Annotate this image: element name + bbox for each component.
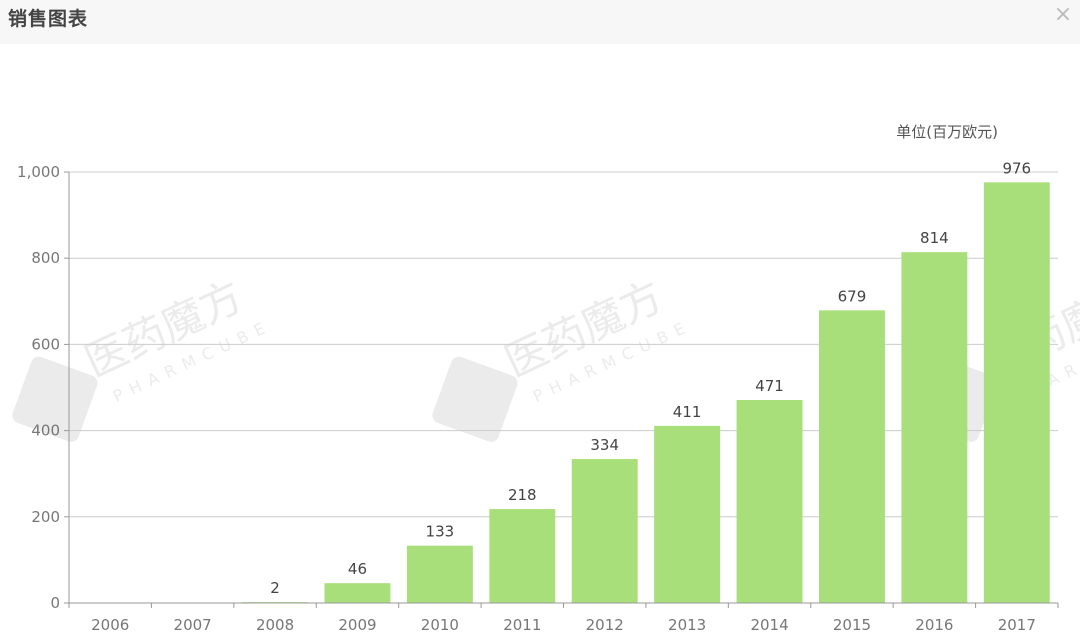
y-axis-ticks: 0 200 400 600 800 1,000 — [17, 163, 69, 612]
chart-window-title: 销售图表 — [8, 8, 89, 30]
bar-2009 — [324, 583, 391, 603]
bar-2014 — [736, 399, 803, 603]
data-label-2017: 976 — [1002, 159, 1031, 177]
bar-2015 — [818, 310, 885, 603]
x-tick-label: 2010 — [421, 616, 459, 634]
x-tick-label: 2006 — [91, 616, 129, 634]
bar-2010 — [406, 545, 473, 603]
bar-2012 — [571, 459, 638, 603]
x-tick-label: 2014 — [750, 616, 788, 634]
data-label-2012: 334 — [590, 436, 619, 454]
bars — [242, 182, 1050, 603]
data-label-2015: 679 — [838, 287, 867, 305]
watermark-cube-icon — [12, 356, 98, 442]
x-tick-label: 2017 — [998, 616, 1036, 634]
x-tick-label: 2016 — [915, 616, 953, 634]
data-label-2011: 218 — [508, 486, 537, 504]
data-label-2010: 133 — [426, 523, 455, 541]
data-label-2013: 411 — [673, 403, 702, 421]
bar-2017 — [983, 182, 1050, 603]
data-label-2016: 814 — [920, 229, 949, 247]
x-tick-label: 2013 — [668, 616, 706, 634]
x-tick-label: 2011 — [503, 616, 541, 634]
x-tick-label: 2009 — [338, 616, 376, 634]
y-tick-label: 200 — [31, 508, 60, 526]
unit-label: 单位(百万欧元) — [896, 123, 998, 141]
bar-2013 — [654, 425, 721, 603]
chart-window-header: 销售图表 × — [0, 0, 1080, 44]
x-tick-label: 2007 — [174, 616, 212, 634]
x-tick-label: 2012 — [586, 616, 624, 634]
x-tick-label: 2015 — [833, 616, 871, 634]
y-tick-label: 1,000 — [17, 163, 60, 181]
y-tick-label: 800 — [31, 249, 60, 267]
bar-2016 — [901, 252, 968, 603]
y-tick-label: 400 — [31, 422, 60, 440]
data-label-2008: 2 — [270, 579, 280, 597]
close-icon[interactable]: × — [1053, 2, 1073, 27]
data-label-2014: 471 — [755, 377, 784, 395]
x-tick-label: 2008 — [256, 616, 294, 634]
bar-2011 — [489, 509, 556, 603]
watermark-cube-icon — [432, 356, 518, 442]
data-label-2009: 46 — [348, 560, 367, 578]
data-labels: 2 46 133 218 334 411 471 679 814 976 — [270, 159, 1031, 597]
y-tick-label: 600 — [31, 335, 60, 353]
x-axis-ticks: 2006 2007 2008 2009 2010 2011 2012 2013 2014 2015… — [68, 603, 1059, 634]
gridlines — [69, 171, 1058, 518]
y-tick-label: 0 — [50, 594, 60, 612]
